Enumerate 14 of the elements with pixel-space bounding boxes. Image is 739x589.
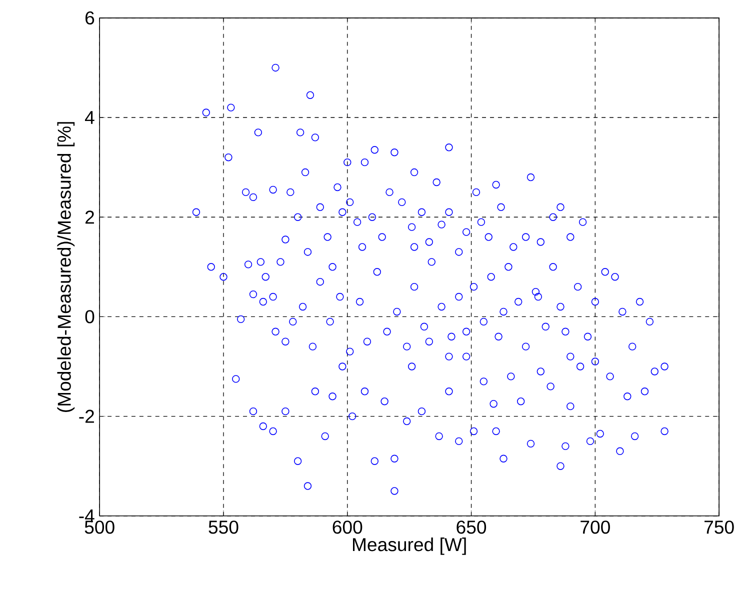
y-tick-label: 4 (84, 111, 94, 124)
y-tick-label: 2 (86, 210, 94, 224)
x-tick-label: 700 (580, 520, 610, 534)
y-axis-title: (Modeled-Measured)/Measured [%] (57, 122, 75, 412)
x-tick-label: 750 (704, 520, 734, 534)
x-tick-label: 500 (84, 520, 114, 534)
x-tick-label: 550 (208, 520, 238, 534)
y-tick-label: -4 (79, 510, 94, 522)
x-tick-label: 600 (332, 520, 362, 534)
y-tick-label: 0 (85, 310, 94, 324)
x-tick-label: 650 (456, 520, 486, 534)
y-tick-label: 6 (86, 12, 94, 25)
x-axis-title: Measured [W] (353, 538, 466, 556)
y-tick-label: -2 (79, 410, 94, 423)
